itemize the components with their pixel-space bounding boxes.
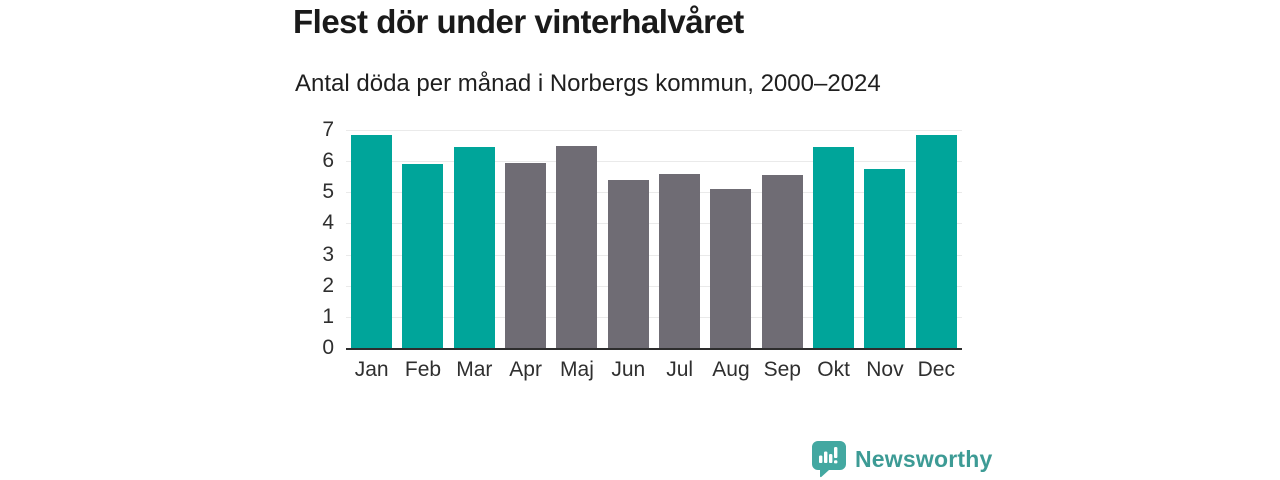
y-tick-label-7: 7 bbox=[322, 118, 334, 142]
y-tick-label-5: 5 bbox=[322, 180, 334, 204]
gridline-4 bbox=[346, 223, 962, 225]
y-tick-label-6: 6 bbox=[322, 149, 334, 173]
x-tick-label-aug: Aug bbox=[712, 358, 750, 381]
x-tick-label-sep: Sep bbox=[763, 358, 801, 381]
x-tick-label-maj: Maj bbox=[560, 358, 594, 381]
x-tick-label-nov: Nov bbox=[866, 358, 904, 381]
bar-series bbox=[346, 130, 962, 348]
y-tick-label-2: 2 bbox=[322, 273, 334, 297]
x-tick-label-jan: Jan bbox=[354, 358, 389, 381]
bar-feb bbox=[402, 164, 444, 348]
y-tick-label-1: 1 bbox=[322, 304, 334, 328]
gridline-1 bbox=[346, 316, 962, 318]
bar-okt bbox=[813, 147, 855, 348]
chart-subtitle: Antal döda per månad i Norbergs kommun, … bbox=[295, 70, 881, 97]
gridline-2 bbox=[346, 285, 962, 287]
y-tick-label-4: 4 bbox=[322, 211, 334, 235]
newsworthy-logo: Newsworthy bbox=[812, 441, 992, 478]
x-tick-label-dec: Dec bbox=[917, 358, 955, 381]
x-tick-label-mar: Mar bbox=[456, 358, 493, 381]
x-tick-label-apr: Apr bbox=[509, 358, 542, 381]
gridline-3 bbox=[346, 254, 962, 256]
y-tick-label-0: 0 bbox=[322, 336, 334, 360]
gridline-6 bbox=[346, 161, 962, 163]
bar-aug bbox=[710, 189, 752, 348]
x-tick-label-jun: Jun bbox=[611, 358, 646, 381]
x-tick-label-feb: Feb bbox=[404, 358, 442, 381]
bar-jul bbox=[659, 173, 701, 348]
chart-title: Flest dör under vinterhalvåret bbox=[293, 3, 744, 40]
y-tick-label-3: 3 bbox=[322, 242, 334, 266]
bar-jun bbox=[607, 179, 649, 348]
bar-apr bbox=[505, 162, 547, 348]
gridline-5 bbox=[346, 192, 962, 194]
bar-chart-speech-bubble-icon bbox=[812, 441, 846, 478]
bar-dec bbox=[915, 134, 957, 348]
plot-area bbox=[346, 130, 962, 350]
x-tick-label-jul: Jul bbox=[666, 358, 694, 381]
bar-jan bbox=[351, 134, 393, 348]
bar-sep bbox=[761, 175, 803, 348]
gridline-7 bbox=[346, 130, 962, 131]
bar-nov bbox=[864, 168, 906, 348]
x-tick-label-okt: Okt bbox=[817, 358, 850, 381]
bar-mar bbox=[453, 147, 495, 348]
newsworthy-logo-text: Newsworthy bbox=[855, 446, 993, 472]
bar-maj bbox=[556, 145, 598, 348]
x-axis-labels: Jan Feb Mar Apr Maj Jun Jul Aug Sep Okt Nov Dec bbox=[346, 358, 962, 382]
